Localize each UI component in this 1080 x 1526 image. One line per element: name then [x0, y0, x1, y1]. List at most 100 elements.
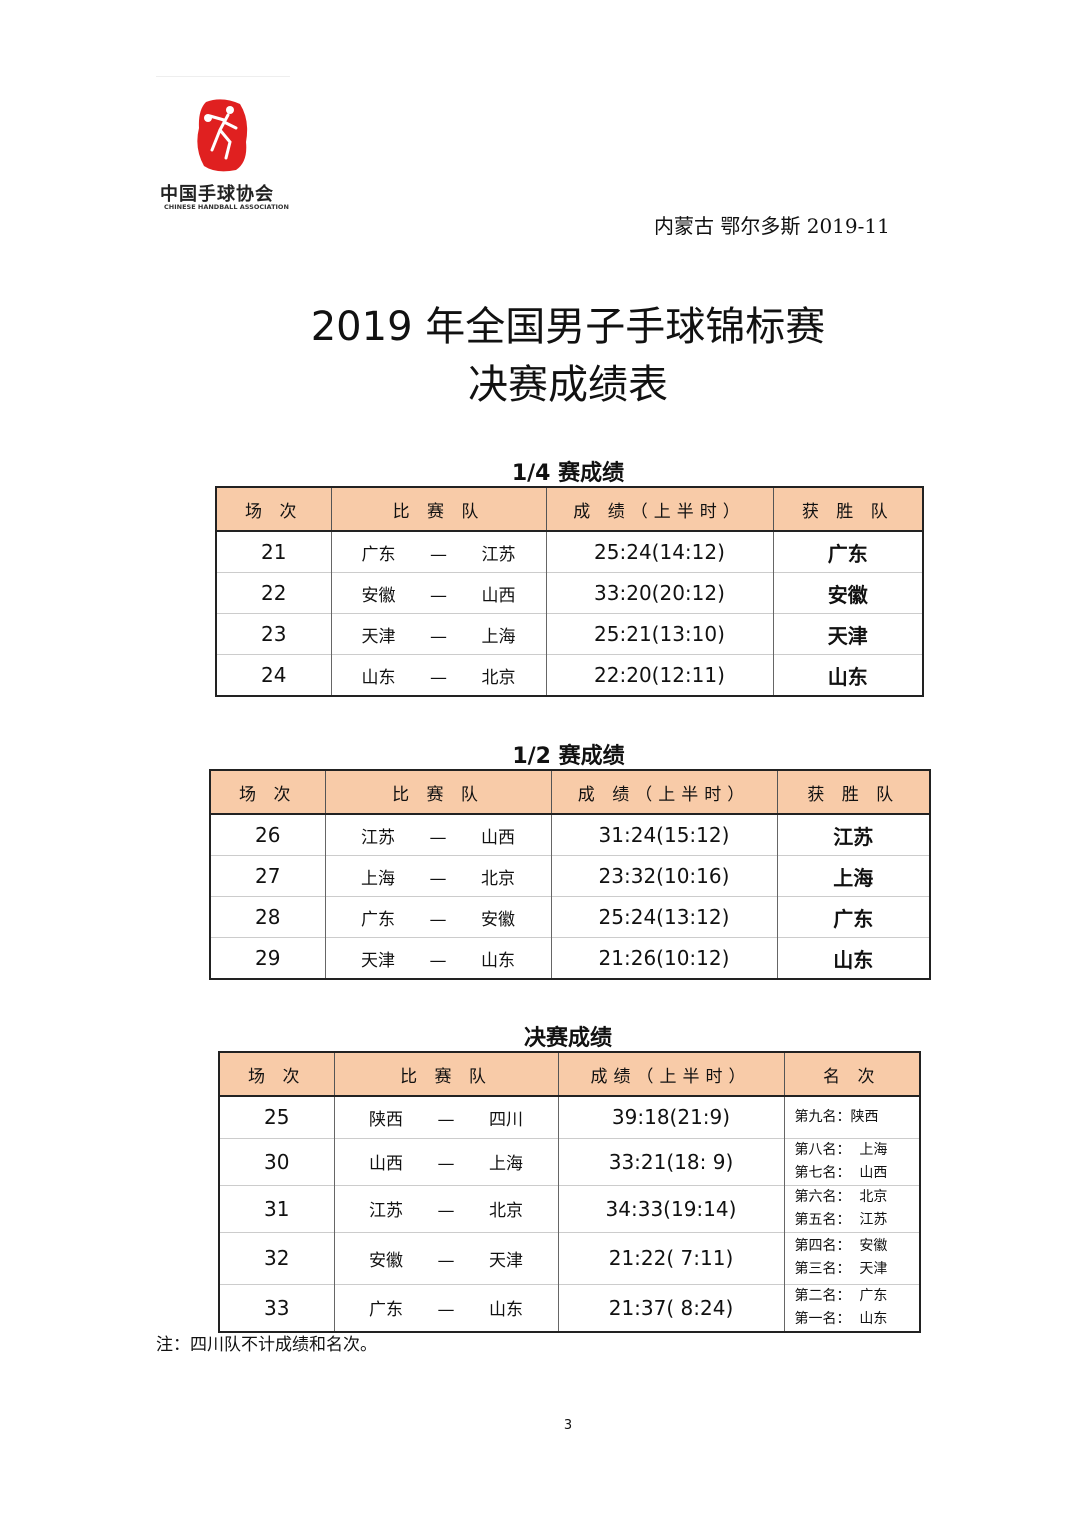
ranking-cell: 第八名： 上海 第七名： 山西 [783, 1137, 920, 1185]
location-date: 内蒙古 鄂尔多斯 2019-11 [654, 214, 890, 238]
team-b: 北京 [481, 667, 516, 688]
team-a: 山西 [369, 1154, 403, 1174]
versus-dash: — [430, 667, 447, 688]
teams-cell: 江苏 — 北京 [333, 1184, 558, 1232]
teams-cell: 山西 — 上海 [333, 1137, 558, 1185]
match-number: 32 [218, 1231, 334, 1284]
match-number: 24 [215, 654, 331, 696]
teams-cell: 山东 — 北京 [330, 654, 546, 696]
team-a: 陕西 [369, 1109, 403, 1130]
match-number: 22 [215, 572, 331, 614]
semifinal-title: 1/2 赛成绩 [512, 744, 625, 769]
team-a: 广东 [361, 544, 396, 565]
teams-cell: 天津 — 上海 [330, 613, 546, 655]
header-row: 场 次比 赛 队成 绩（上半时）获 胜 队 [215, 487, 923, 532]
header-row: 场 次比 赛 队成 绩（上半时）获 胜 队 [209, 770, 930, 815]
table-row: 29 天津 — 山东 21:26(10:12) 山东 [209, 937, 930, 979]
score: 31:24(15:12) [550, 813, 777, 856]
team-a: 江苏 [361, 827, 395, 848]
winner: 广东 [772, 530, 923, 573]
winner: 广东 [776, 896, 930, 938]
header-rule [156, 76, 290, 77]
winner: 安徽 [772, 572, 923, 614]
teams-cell: 天津 — 山东 [324, 937, 551, 979]
team-b: 上海 [489, 1154, 523, 1174]
column-header: 场 次 [215, 487, 331, 532]
versus-dash: — [429, 868, 447, 889]
table-row: 31 江苏 — 北京 34:33(19:14) 第六名： 北京 第五名： 江苏 [218, 1184, 920, 1232]
ranking-entry: 第五名： 江苏 [794, 1211, 888, 1228]
score: 25:24(14:12) [545, 530, 773, 573]
match-number: 25 [218, 1095, 334, 1138]
versus-dash: — [437, 1201, 455, 1221]
page-number: 3 [563, 1418, 573, 1433]
column-header: 比 赛 队 [330, 487, 546, 532]
semifinal-table: 场 次比 赛 队成 绩（上半时）获 胜 队 26 江苏 — 山西 31:24(15:12)… [209, 769, 931, 980]
winner: 江苏 [776, 813, 930, 856]
quarterfinal-table: 场 次比 赛 队成 绩（上半时）获 胜 队 21 广东 — 江苏 25:24(14:12)… [215, 486, 924, 697]
table-row: 30 山西 — 上海 33:21(18: 9) 第八名： 上海 第七名： 山西 [218, 1137, 920, 1185]
teams-cell: 广东 — 江苏 [330, 530, 546, 573]
ranking-entry: 第一名： 山东 [794, 1310, 888, 1327]
final-title: 决赛成绩 [523, 1026, 612, 1051]
teams-cell: 上海 — 北京 [324, 855, 551, 897]
table-row: 21 广东 — 江苏 25:24(14:12) 广东 [215, 530, 923, 573]
versus-dash: — [437, 1250, 455, 1271]
column-header: 名 次 [783, 1052, 920, 1097]
team-b: 天津 [489, 1250, 523, 1271]
score: 33:20(20:12) [545, 572, 773, 614]
ranking-entry: 第九名：陕西 [794, 1108, 879, 1125]
team-a: 安徽 [369, 1250, 403, 1271]
team-a: 广东 [369, 1300, 403, 1321]
match-number: 31 [218, 1184, 334, 1232]
column-header: 场 次 [209, 770, 325, 815]
score: 33:21(18: 9) [557, 1137, 784, 1185]
score: 23:32(10:16) [550, 855, 777, 897]
ranking-cell: 第九名：陕西 [783, 1095, 920, 1138]
teams-cell: 安徽 — 山西 [330, 572, 546, 614]
versus-dash: — [429, 909, 447, 930]
team-a: 安徽 [361, 585, 396, 606]
team-b: 山西 [481, 827, 515, 848]
ranking-entry: 第六名： 北京 [794, 1188, 888, 1205]
footnote: 注：四川队不计成绩和名次。 [156, 1335, 377, 1355]
column-header: 场 次 [218, 1052, 334, 1097]
team-b: 江苏 [481, 544, 516, 565]
versus-dash: — [430, 626, 447, 647]
score: 34:33(19:14) [557, 1184, 784, 1232]
table-row: 24 山东 — 北京 22:20(12:11) 山东 [215, 654, 923, 696]
table-row: 33 广东 — 山东 21:37( 8:24) 第二名： 广东 第一名： 山东 [218, 1283, 920, 1332]
versus-dash: — [437, 1300, 455, 1321]
column-header: 成绩（上半时） [557, 1052, 784, 1097]
team-a: 天津 [361, 626, 396, 647]
versus-dash: — [430, 544, 447, 565]
table-row: 23 天津 — 上海 25:21(13:10) 天津 [215, 613, 923, 655]
ranking-entry: 第七名： 山西 [794, 1164, 888, 1181]
score: 25:21(13:10) [545, 613, 773, 655]
table-row: 28 广东 — 安徽 25:24(13:12) 广东 [209, 896, 930, 938]
teams-cell: 陕西 — 四川 [333, 1095, 558, 1138]
header-row: 场 次比 赛 队成绩（上半时）名 次 [218, 1052, 920, 1097]
handball-logo-icon [197, 99, 248, 172]
teams-cell: 江苏 — 山西 [324, 813, 551, 856]
team-a: 山东 [361, 667, 396, 688]
score: 22:20(12:11) [545, 654, 773, 696]
logo-text-cn: 中国手球协会 [160, 184, 274, 205]
table-row: 26 江苏 — 山西 31:24(15:12) 江苏 [209, 813, 930, 856]
column-header: 比 赛 队 [333, 1052, 558, 1097]
winner: 山东 [772, 654, 923, 696]
team-b: 山东 [489, 1300, 523, 1321]
column-header: 比 赛 队 [324, 770, 551, 815]
match-number: 27 [209, 855, 325, 897]
final-table: 场 次比 赛 队成绩（上半时）名 次 25 陕西 — 四川 39:18(21:9) 第九名：… [218, 1051, 921, 1333]
winner: 天津 [772, 613, 923, 655]
teams-cell: 广东 — 安徽 [324, 896, 551, 938]
match-number: 30 [218, 1137, 334, 1185]
score: 25:24(13:12) [550, 896, 777, 938]
teams-cell: 安徽 — 天津 [333, 1231, 558, 1284]
column-header: 成 绩（上半时） [550, 770, 777, 815]
versus-dash: — [437, 1109, 455, 1130]
team-b: 上海 [481, 626, 516, 647]
quarterfinal-title: 1/4 赛成绩 [511, 461, 625, 486]
